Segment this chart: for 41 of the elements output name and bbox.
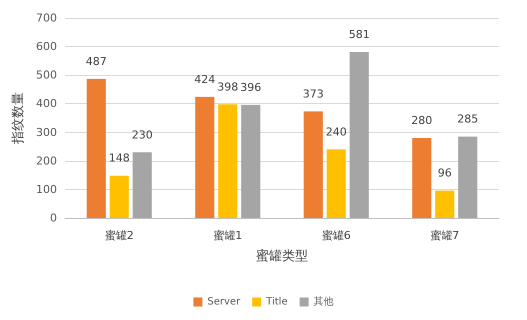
bar (241, 104, 260, 218)
x-tick-label: 蜜罐6 (322, 229, 351, 242)
bar (110, 176, 129, 218)
bar (412, 138, 432, 218)
data-label: 285 (457, 112, 478, 126)
bar (304, 111, 323, 218)
data-label: 398 (217, 80, 238, 94)
y-tick-label: 400 (36, 97, 57, 110)
bar (195, 96, 214, 218)
data-label: 240 (326, 125, 347, 138)
data-label: 148 (108, 152, 130, 165)
y-tick-label: 500 (36, 68, 57, 82)
y-tick-label: 700 (36, 12, 57, 24)
data-label: 96 (438, 166, 452, 180)
data-label: 487 (86, 54, 107, 68)
y-tick-label: 0 (50, 212, 57, 224)
x-tick-label: 蜜罐1 (213, 229, 242, 242)
bar (218, 104, 238, 218)
x-tick-label: 蜜罐7 (430, 229, 460, 242)
bar (350, 52, 369, 218)
y-tick-label: 300 (36, 126, 57, 139)
bar (435, 190, 454, 218)
data-label: 396 (240, 80, 262, 94)
data-label: 373 (302, 87, 324, 100)
bar (458, 136, 478, 218)
legend-label: Server (207, 296, 242, 308)
bar (86, 78, 106, 218)
data-label: 230 (132, 128, 153, 142)
y-tick-label: 200 (36, 154, 57, 168)
bar (132, 152, 152, 218)
x-tick-label: 蜜罐2 (104, 229, 134, 242)
legend-label: 其他 (314, 296, 334, 308)
data-label: 581 (348, 28, 370, 41)
data-label: 424 (194, 72, 216, 86)
y-axis-title: 指纹数量 (11, 92, 26, 145)
bar (326, 149, 346, 218)
y-tick-label: 600 (36, 40, 57, 54)
data-label: 280 (411, 114, 432, 127)
y-tick-label: 100 (36, 182, 57, 196)
x-axis-title: 蜜罐类型 (256, 248, 308, 264)
legend-label: Title (265, 296, 288, 308)
